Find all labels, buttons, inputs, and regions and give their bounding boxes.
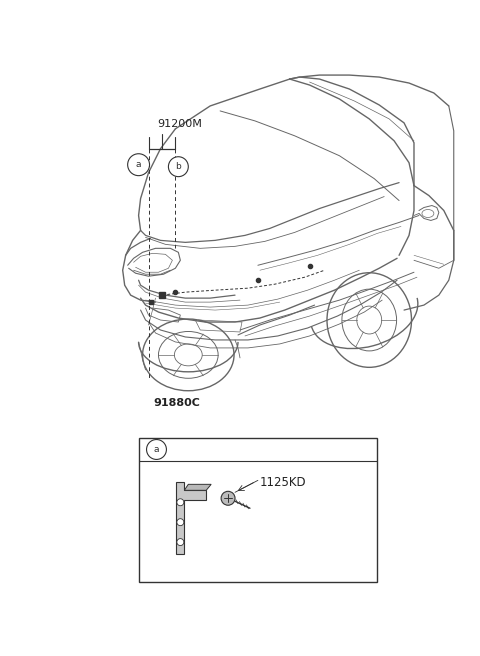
Text: 91200M: 91200M [157,119,202,129]
Text: a: a [154,445,159,454]
Text: 1125KD: 1125KD [260,476,307,489]
Circle shape [221,491,235,505]
Circle shape [177,499,184,506]
Circle shape [168,157,188,176]
Text: 91880C: 91880C [154,398,200,407]
Circle shape [177,539,184,546]
Circle shape [146,440,167,459]
Text: b: b [176,162,181,171]
Bar [139,438,377,582]
Polygon shape [184,484,211,490]
Circle shape [128,154,150,176]
Polygon shape [176,482,206,554]
Circle shape [177,519,184,525]
Text: a: a [136,160,141,169]
